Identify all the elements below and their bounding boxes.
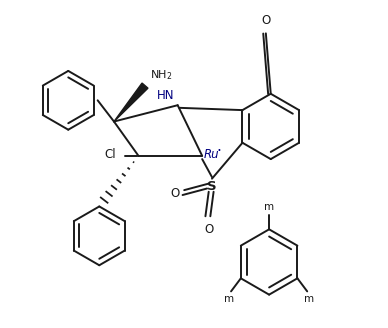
- Text: Ru: Ru: [204, 148, 220, 161]
- Text: O: O: [204, 223, 213, 236]
- Text: S: S: [207, 180, 217, 194]
- Text: HN: HN: [157, 89, 174, 102]
- Text: O: O: [170, 187, 179, 200]
- Text: m: m: [304, 294, 314, 304]
- Text: Cl: Cl: [104, 148, 116, 161]
- Text: m: m: [224, 294, 234, 304]
- Text: m: m: [264, 202, 274, 212]
- Polygon shape: [114, 83, 148, 122]
- Text: ·: ·: [217, 144, 222, 159]
- Text: O: O: [261, 14, 270, 28]
- Text: NH$_2$: NH$_2$: [150, 69, 172, 82]
